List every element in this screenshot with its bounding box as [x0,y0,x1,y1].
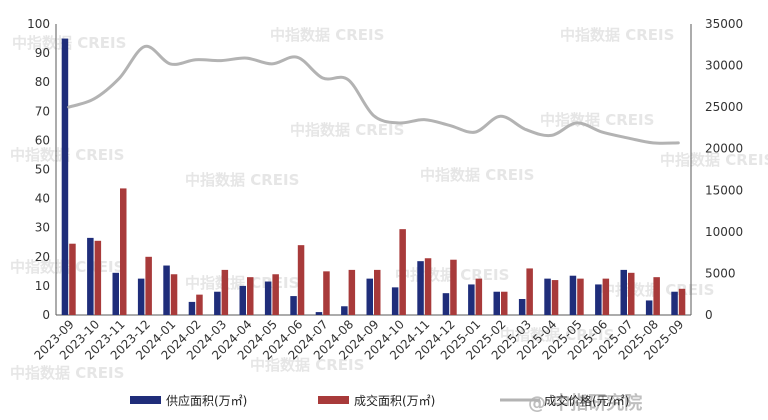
supply-bar [188,301,196,315]
deal-bar [526,268,533,315]
deal-bar [628,272,635,315]
supply-bar [87,237,94,315]
supply-bar [493,291,500,315]
supply-bar [112,272,119,315]
watermark-text: 中指数据 CREIS [12,34,126,52]
left-tick-label: 10 [35,279,50,293]
supply-bar [163,265,170,315]
watermark-text: 中指数据 CREIS [560,26,674,44]
supply-bar [544,278,551,316]
right-tick-label: 35000 [705,17,743,31]
deal-bar [399,229,406,315]
deal-bar [602,278,610,316]
deal-bar [424,258,432,315]
deal-bar [653,277,660,315]
legend: 供应面积(万㎡) 成交面积(万㎡) 成交价格(元/㎡) [130,393,629,408]
supply-bar [61,38,69,316]
watermark-text: 中指数据 CREIS [500,326,614,344]
right-tick-label: 0 [705,308,713,322]
axes [55,24,692,316]
right-tick-label: 20000 [705,142,743,156]
deal-bar [551,280,559,315]
left-tick-label: 80 [35,75,50,89]
left-tick-label: 40 [35,192,50,206]
supply-bar [645,300,653,315]
left-tick-label: 60 [35,133,50,147]
legend-deal-label: 成交面积(万㎡) [354,393,435,408]
supply-bar [290,296,297,315]
deal-bar [221,269,229,315]
supply-bar [239,285,246,315]
deal-bar [196,294,203,315]
watermark-text: 中指数据 CREIS [290,121,404,139]
right-tick-label: 5000 [705,266,736,280]
left-tick-label: 30 [35,221,50,235]
watermark-text: 中指数据 CREIS [420,166,534,184]
watermark-text: 中指数据 CREIS [270,26,384,44]
deal-bar [678,288,686,315]
deal-bar [374,269,381,315]
deal-bar [247,277,254,315]
legend-price-label: 成交价格(元/㎡) [544,393,629,408]
deal-bar [69,243,76,315]
supply-bar [315,312,323,315]
watermark-corner: @ 中指研究院 [528,392,642,414]
supply-bar [569,275,577,315]
supply-bar [366,278,373,316]
watermark-text: 中指数据 CREIS [185,171,299,189]
left-tick-label: 50 [35,163,50,177]
supply-bar [518,299,526,315]
deal-bar [577,278,584,316]
supply-bar [671,291,678,315]
supply-bar [214,291,221,315]
deal-bar [170,274,178,315]
right-tick-label: 10000 [705,225,743,239]
left-tick-label: 20 [35,250,50,264]
deal-bar [450,259,457,315]
supply-bar [468,284,475,315]
right-tick-label: 25000 [705,100,743,114]
supply-bar [137,278,145,316]
deal-bar [272,274,279,315]
legend-supply-swatch [130,396,161,404]
deal-bar [145,256,152,315]
watermark-text: 中指数据 CREIS [660,151,768,169]
supply-bar [442,293,450,315]
legend-supply-label: 供应面积(万㎡) [166,393,247,408]
right-tick-label: 30000 [705,59,743,73]
supply-bar [391,287,399,315]
price-line [67,44,680,145]
supply-bar [341,306,348,315]
supply-bar [595,284,602,315]
deal-bar [348,269,356,315]
price-line-path [67,44,680,145]
deal-bar [94,240,102,315]
supply-bar [264,281,272,315]
watermark-text: 中指数据 CREIS [250,356,364,374]
deal-bar [297,245,305,315]
deal-bar [323,271,330,315]
watermark-text: 中指数据 CREIS [10,364,124,382]
deal-bar [501,291,508,315]
supply-bar [620,269,627,315]
deal-bar [120,188,127,315]
right-tick-label: 15000 [705,183,743,197]
watermark-text: 中指数据 CREIS [540,111,654,129]
deal-bar [475,278,483,316]
left-tick-label: 0 [42,308,50,322]
left-tick-label: 70 [35,104,50,118]
left-tick-label: 100 [27,17,50,31]
supply-bar [417,261,424,315]
bars [61,38,686,316]
left-tick-label: 90 [35,46,50,60]
tick-labels: 0 10 20 30 40 50 60 70 80 90 100 0 5000 10000 15000 200… [27,17,743,363]
legend-deal-swatch [318,396,349,404]
